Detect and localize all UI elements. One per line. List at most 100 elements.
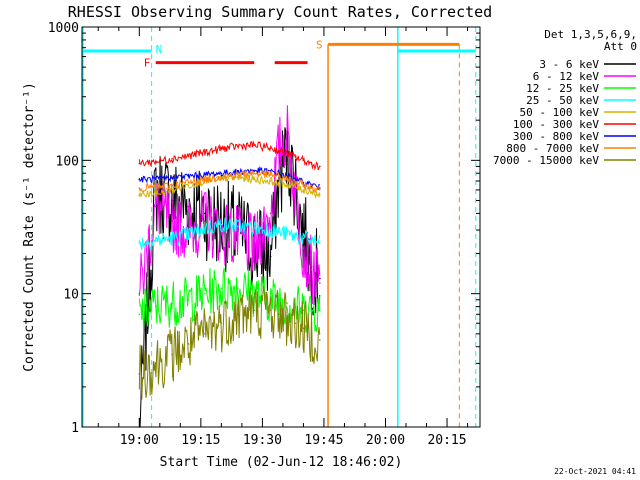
data-point: [286, 302, 288, 304]
data-point: [187, 155, 190, 157]
y-tick-label: 1000: [48, 21, 79, 36]
data-point: [269, 147, 272, 149]
saa-flag-label: S: [316, 38, 323, 51]
x-tick-label: 19:00: [120, 433, 159, 448]
data-point: [204, 333, 206, 335]
x-tick-label: 19:15: [181, 433, 220, 448]
data-point: [294, 305, 297, 308]
data-point: [302, 247, 305, 249]
data-point: [253, 178, 255, 181]
series-line: [138, 286, 321, 400]
series-line: [138, 267, 321, 333]
series-100-300-kev: [138, 140, 321, 171]
data-point: [236, 287, 239, 289]
data-point: [171, 353, 173, 356]
data-point: [294, 156, 297, 158]
data-point: [220, 223, 223, 226]
data-point: [187, 233, 190, 235]
legend-entry-label: 7000 - 15000 keV: [493, 154, 599, 167]
data-point: [253, 247, 255, 249]
data-point: [253, 172, 255, 175]
legend-entry-label: 25 - 50 keV: [526, 94, 599, 107]
x-tick-label: 19:45: [304, 433, 343, 448]
legend-entry-label: 50 - 100 keV: [520, 106, 600, 119]
data-point: [319, 339, 321, 341]
series-line: [138, 172, 321, 200]
legend-entry-label: 12 - 25 keV: [526, 82, 599, 95]
data-point: [294, 181, 297, 183]
data-point: [220, 287, 223, 289]
data-point: [236, 145, 239, 147]
data-point: [236, 313, 239, 316]
data-point: [294, 322, 297, 325]
night-flag-label: N: [156, 43, 163, 56]
data-point: [286, 317, 288, 320]
data-point: [187, 298, 190, 301]
data-point: [220, 176, 223, 178]
data-point: [302, 159, 305, 162]
flare-flag-label: F: [144, 57, 151, 70]
data-point: [171, 237, 173, 240]
data-point: [204, 220, 206, 222]
data-point: [204, 151, 206, 154]
data-point: [269, 173, 272, 176]
data-point: [236, 225, 239, 228]
data-point: [278, 175, 280, 178]
data-point: [286, 152, 288, 155]
data-point: [220, 172, 223, 175]
series-25-50-kev: [138, 217, 321, 250]
data-point: [319, 277, 321, 280]
data-point: [138, 194, 141, 196]
data-point: [294, 186, 297, 188]
data-point: [138, 292, 141, 295]
data-point: [310, 239, 313, 242]
data-point: [138, 178, 141, 181]
data-point: [187, 343, 190, 345]
data-point: [154, 186, 157, 188]
data-point: [294, 235, 297, 237]
data-point: [310, 163, 313, 165]
series-line: [138, 165, 320, 191]
data-point: [269, 229, 272, 231]
data-point: [154, 362, 157, 365]
data-point: [154, 305, 157, 308]
data-point: [253, 309, 255, 312]
data-point: [138, 187, 141, 189]
data-point: [278, 149, 280, 152]
data-point: [278, 313, 280, 316]
data-point: [286, 233, 288, 235]
series-50-100-kev: [138, 172, 321, 200]
data-point: [269, 309, 272, 312]
series-7000-15000-kev: [138, 286, 321, 400]
data-point: [278, 181, 280, 184]
data-point: [138, 162, 141, 165]
data-point: [171, 302, 173, 304]
data-point: [319, 309, 321, 312]
data-point: [286, 132, 288, 134]
data-point: [253, 144, 255, 146]
series-line: [138, 105, 321, 305]
data-point: [154, 160, 157, 163]
legend-header: Det 1,3,5,6,9,: [544, 28, 637, 41]
data-point: [319, 242, 321, 244]
data-point: [171, 157, 173, 160]
x-tick-label: 20:00: [366, 433, 405, 448]
timestamp: 22-Oct-2021 04:41: [554, 467, 636, 476]
data-point: [236, 173, 239, 176]
data-point: [187, 181, 190, 184]
data-point: [269, 212, 272, 215]
data-point: [204, 227, 206, 229]
data-point: [236, 237, 239, 240]
y-tick-label: 10: [63, 288, 79, 303]
legend-entry-label: 300 - 800 keV: [513, 130, 599, 143]
series-line: [138, 169, 321, 194]
data-point: [204, 173, 206, 176]
data-point: [310, 309, 313, 312]
chart-title: RHESSI Observing Summary Count Rates, Co…: [68, 3, 492, 21]
data-point: [154, 205, 157, 208]
data-point: [319, 194, 321, 196]
data-point: [171, 176, 173, 179]
data-point: [154, 193, 157, 195]
